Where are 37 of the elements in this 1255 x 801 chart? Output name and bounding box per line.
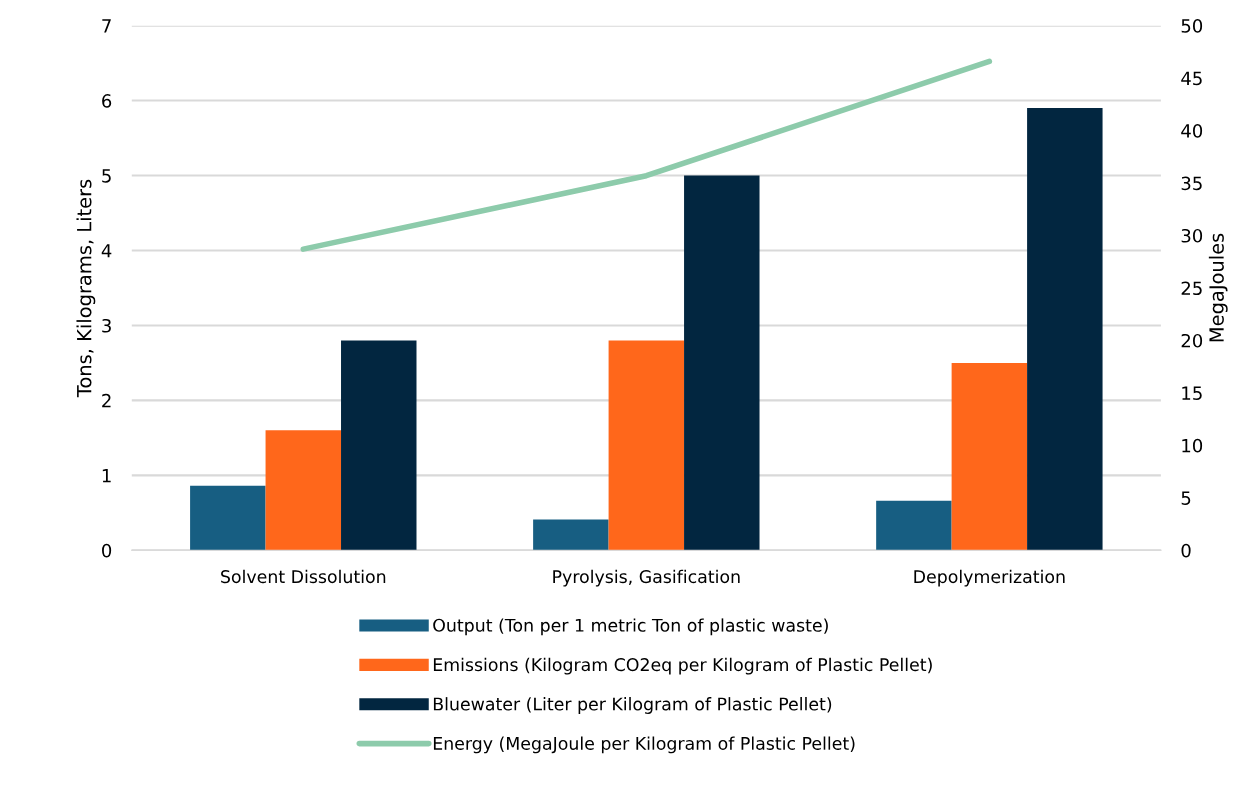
x-tick-label: Depolymerization	[914, 569, 1065, 587]
y2-tick-label: 35	[1181, 176, 1202, 191]
y2-tick-label: 25	[1181, 281, 1202, 296]
legend-label: Energy (MegaJoule per Kilogram of Plastic Pellet)	[433, 736, 855, 754]
legend-label: Bluewater (Liter per Kilogram of Plastic Pellet)	[433, 697, 832, 714]
bar	[341, 340, 417, 551]
y-tick-label: 5	[102, 169, 111, 183]
y2-tick-label: 0	[1181, 543, 1191, 558]
legend-label: Emissions (Kilogram CO2eq per Kilogram of Plastic Pellet)	[433, 657, 932, 675]
y2-tick-label: 30	[1181, 228, 1203, 243]
y2-tick-label: 20	[1181, 333, 1203, 348]
bar	[608, 340, 685, 551]
bar	[951, 362, 1028, 551]
y-tick-label: 3	[102, 318, 111, 333]
y-tick-label: 1	[102, 469, 111, 483]
y2-tick-label: 40	[1181, 124, 1203, 138]
x-tick-label: Pyrolysis, Gasification	[553, 569, 740, 587]
y2-axis-title: MegaJoules	[1208, 233, 1228, 342]
bar	[533, 519, 609, 551]
bar	[1027, 108, 1103, 551]
y2-tick-label: 45	[1181, 71, 1202, 86]
y-tick-label: 0	[102, 543, 112, 558]
bar	[876, 500, 952, 551]
x-tick-label: Solvent Dissolution	[221, 569, 386, 584]
bar	[190, 485, 266, 551]
y-tick-label: 7	[102, 19, 111, 33]
y-tick-label: 4	[101, 244, 112, 258]
y-tick-label: 6	[102, 94, 112, 108]
bar	[684, 175, 760, 551]
bar	[265, 430, 342, 551]
y-tick-label: 2	[102, 393, 111, 408]
y2-tick-label: 50	[1181, 19, 1203, 33]
legend-label: Output (Ton per 1 metric Ton of plastic waste)	[433, 618, 828, 636]
y-axis-title: Tons, Kilograms, Liters	[76, 179, 96, 398]
y2-tick-label: 10	[1182, 438, 1203, 453]
y2-tick-label: 15	[1182, 386, 1202, 401]
y2-tick-label: 5	[1181, 491, 1191, 505]
